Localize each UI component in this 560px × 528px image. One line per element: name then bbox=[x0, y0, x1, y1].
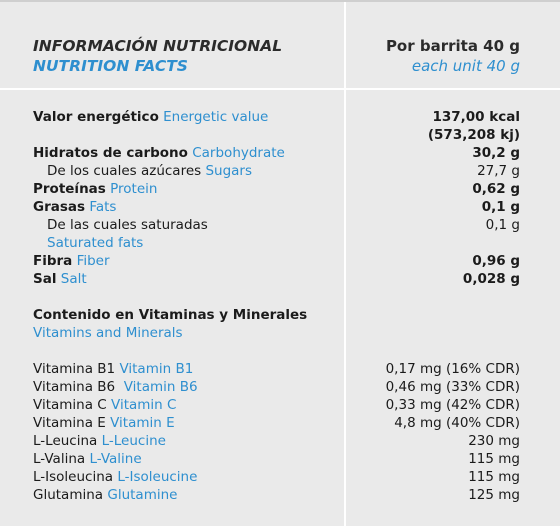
nutrient-row-saturated-en: Saturated fats bbox=[33, 234, 520, 252]
vitamin-label-es: Vitamina B6 bbox=[33, 379, 116, 395]
vitamin-value: 115 mg bbox=[468, 451, 520, 467]
vitamin-value: 0,17 mg (16% CDR) bbox=[385, 361, 520, 377]
vitamin-label-es: Vitamina E bbox=[33, 415, 106, 431]
nutrient-label-es: Fibra bbox=[33, 253, 73, 269]
vitamin-label-en: Vitamin E bbox=[110, 415, 175, 431]
nutrient-value: (573,208 kj) bbox=[427, 127, 520, 143]
nutrient-value: 0,1 g bbox=[485, 217, 520, 233]
vitamin-value: 0,46 mg (33% CDR) bbox=[385, 379, 520, 395]
nutrient-label-en: Saturated fats bbox=[47, 235, 144, 251]
section-title-es: Contenido en Vitaminas y Minerales bbox=[33, 307, 308, 323]
vitamin-label-en: Vitamin B1 bbox=[119, 361, 194, 377]
nutrient-label-en: Salt bbox=[60, 271, 87, 287]
vitamins-section-title: Contenido en Vitaminas y Minerales Vitam… bbox=[33, 306, 307, 342]
nutrient-value: 27,7 g bbox=[477, 163, 520, 179]
vitamin-value: 115 mg bbox=[468, 469, 520, 485]
nutrient-row-saturated: De las cuales saturadas 0,1 g bbox=[33, 216, 520, 234]
nutrient-row-energy: Valor energético Energetic value 137,00 … bbox=[33, 108, 520, 126]
vitamin-value: 125 mg bbox=[468, 487, 520, 503]
vitamin-value: 4,8 mg (40% CDR) bbox=[394, 415, 520, 431]
nutrient-label-en: Carbohydrate bbox=[192, 145, 285, 161]
vitamin-label-es: Vitamina B1 bbox=[33, 361, 116, 377]
nutrition-title: INFORMACIÓN NUTRICIONAL NUTRITION FACTS bbox=[33, 36, 282, 76]
nutrient-value: 0,96 g bbox=[472, 253, 520, 269]
vitamin-row: L-Leucina L-Leucine 230 mg bbox=[33, 432, 520, 450]
vitamin-row: L-Isoleucina L-Isoleucine 115 mg bbox=[33, 468, 520, 486]
nutrient-value: 30,2 g bbox=[472, 145, 520, 161]
vitamin-value: 230 mg bbox=[468, 433, 520, 449]
nutrient-row-carbohydrate: Hidratos de carbono Carbohydrate 30,2 g bbox=[33, 144, 520, 162]
nutrient-label-es: Grasas bbox=[33, 199, 86, 215]
nutrient-value: 0,62 g bbox=[472, 181, 520, 197]
vitamin-label-es: Vitamina C bbox=[33, 397, 107, 413]
serving-es: Por barrita 40 g bbox=[385, 37, 520, 55]
nutrient-label-es: Valor energético bbox=[33, 109, 159, 125]
nutrient-row-salt: Sal Salt 0,028 g bbox=[33, 270, 520, 288]
header-divider bbox=[0, 88, 560, 90]
nutrient-label-es: De las cuales saturadas bbox=[47, 217, 208, 233]
nutrient-value: 0,028 g bbox=[462, 271, 520, 287]
vitamin-row: Vitamina E Vitamin E 4,8 mg (40% CDR) bbox=[33, 414, 520, 432]
vitamin-label-es: L-Valina bbox=[33, 451, 86, 467]
nutrient-row-fats: Grasas Fats 0,1 g bbox=[33, 198, 520, 216]
column-divider bbox=[344, 2, 346, 528]
nutrient-label-es: Sal bbox=[33, 271, 57, 287]
vitamin-value: 0,33 mg (42% CDR) bbox=[385, 397, 520, 413]
vitamin-label-en: Vitamin C bbox=[111, 397, 177, 413]
vitamin-label-es: L-Isoleucina bbox=[33, 469, 114, 485]
nutrient-label-en: Energetic value bbox=[163, 109, 269, 125]
serving-size: Por barrita 40 g each unit 40 g bbox=[386, 36, 520, 76]
vitamin-row: Vitamina C Vitamin C 0,33 mg (42% CDR) bbox=[33, 396, 520, 414]
nutrient-label-en: Fiber bbox=[76, 253, 110, 269]
vitamin-label-en: Vitamin B6 bbox=[123, 379, 198, 395]
nutrient-label-es: Hidratos de carbono bbox=[33, 145, 188, 161]
nutrient-label-en: Sugars bbox=[205, 163, 253, 179]
nutrient-row-sugars: De los cuales azúcares Sugars 27,7 g bbox=[33, 162, 520, 180]
vitamin-label-en: L-Valine bbox=[89, 451, 142, 467]
nutrient-row-protein: Proteínas Protein 0,62 g bbox=[33, 180, 520, 198]
section-title-en: Vitamins and Minerals bbox=[33, 325, 183, 341]
vitamin-row: Vitamina B1 Vitamin B1 0,17 mg (16% CDR) bbox=[33, 360, 520, 378]
nutrient-value: 137,00 kcal bbox=[432, 109, 520, 125]
vitamin-row: L-Valina L-Valine 115 mg bbox=[33, 450, 520, 468]
vitamin-label-en: L-Isoleucine bbox=[117, 469, 198, 485]
vitamin-label-en: L-Leucine bbox=[101, 433, 166, 449]
nutrient-row-energy-kj: (573,208 kj) bbox=[33, 126, 520, 144]
title-es: INFORMACIÓN NUTRICIONAL bbox=[33, 37, 283, 55]
nutrient-value: 0,1 g bbox=[481, 199, 520, 215]
vitamin-row: Vitamina B6 Vitamin B6 0,46 mg (33% CDR) bbox=[33, 378, 520, 396]
nutrient-row-fiber: Fibra Fiber 0,96 g bbox=[33, 252, 520, 270]
vitamin-row: Glutamina Glutamine 125 mg bbox=[33, 486, 520, 504]
vitamin-label-es: L-Leucina bbox=[33, 433, 98, 449]
serving-en: each unit 40 g bbox=[411, 57, 520, 75]
vitamin-label-es: Glutamina bbox=[33, 487, 104, 503]
title-en: NUTRITION FACTS bbox=[33, 57, 188, 75]
nutrient-label-es: De los cuales azúcares bbox=[47, 163, 202, 179]
nutrient-label-es: Proteínas bbox=[33, 181, 106, 197]
nutrient-label-en: Protein bbox=[110, 181, 158, 197]
nutrient-label-en: Fats bbox=[89, 199, 117, 215]
vitamin-label-en: Glutamine bbox=[107, 487, 178, 503]
